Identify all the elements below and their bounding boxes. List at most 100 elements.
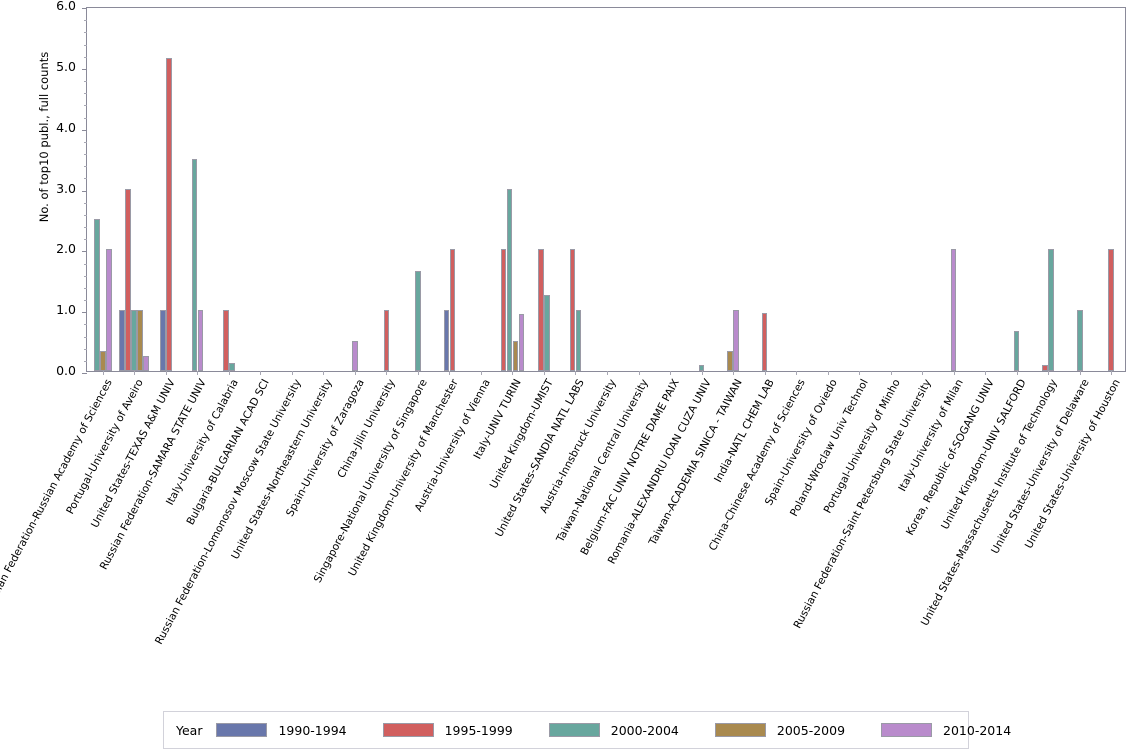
bar bbox=[1108, 249, 1115, 371]
x-axis-tick-mark bbox=[638, 371, 640, 375]
y-axis-title: No. of top10 publ., full counts bbox=[37, 51, 51, 223]
bar bbox=[191, 159, 198, 371]
y-axis-minor-tick bbox=[84, 44, 87, 46]
bar bbox=[538, 249, 544, 371]
x-axis-tick-mark bbox=[827, 371, 829, 375]
bar bbox=[569, 249, 576, 371]
x-axis-tick-mark bbox=[228, 371, 230, 375]
y-axis-tick-mark bbox=[82, 68, 87, 70]
y-axis-minor-tick bbox=[84, 117, 87, 119]
y-axis-minor-tick bbox=[84, 263, 87, 265]
y-axis-tick-label: 2.0 bbox=[56, 241, 76, 257]
x-axis-tick-mark bbox=[449, 371, 451, 375]
bar bbox=[512, 340, 519, 371]
y-axis-minor-tick bbox=[84, 93, 87, 95]
bar bbox=[500, 249, 507, 371]
legend-label: 2010-2014 bbox=[943, 722, 1012, 738]
x-axis-tick-mark bbox=[102, 371, 104, 375]
legend-label: 1995-1999 bbox=[444, 722, 513, 738]
bar bbox=[1013, 331, 1020, 371]
x-axis-tick-mark bbox=[134, 371, 136, 375]
x-axis-tick-mark bbox=[512, 371, 514, 375]
x-axis-tick-mark bbox=[575, 371, 577, 375]
bar bbox=[506, 188, 513, 371]
y-axis-tick-mark bbox=[82, 190, 87, 192]
y-axis-tick-label: 3.0 bbox=[56, 180, 76, 196]
y-axis-minor-tick bbox=[84, 166, 87, 168]
x-axis-tick-label: India-NATL CHEM LAB bbox=[711, 376, 777, 485]
bar bbox=[143, 355, 150, 371]
y-axis-minor-tick bbox=[84, 336, 87, 338]
y-axis-minor-tick bbox=[84, 275, 87, 277]
x-axis-tick-mark bbox=[417, 371, 419, 375]
y-axis-minor-tick bbox=[84, 214, 87, 216]
legend-color-swatch bbox=[548, 723, 600, 737]
y-axis-minor-tick bbox=[84, 154, 87, 155]
legend-entry[interactable]: 1990-1994 bbox=[216, 723, 374, 738]
x-axis-tick-mark bbox=[543, 371, 545, 375]
legend-label: 2005-2009 bbox=[776, 722, 846, 738]
y-axis-minor-tick bbox=[84, 141, 87, 143]
y-axis-tick-label: 1.0 bbox=[56, 302, 76, 318]
bar bbox=[415, 270, 421, 371]
x-axis-tick-mark bbox=[764, 371, 766, 375]
legend-color-swatch bbox=[216, 723, 268, 737]
x-axis-tick-mark bbox=[323, 371, 325, 375]
bar bbox=[131, 310, 138, 371]
y-axis-tick-mark bbox=[82, 312, 87, 314]
bar bbox=[223, 310, 229, 371]
x-axis-tick-mark bbox=[1016, 371, 1018, 375]
x-axis-tick-mark bbox=[386, 371, 388, 375]
y-axis-minor-tick bbox=[84, 32, 87, 34]
y-axis-tick-mark bbox=[82, 251, 87, 253]
bar bbox=[727, 350, 733, 371]
y-axis-minor-tick bbox=[84, 360, 87, 362]
y-axis-minor-tick bbox=[84, 324, 87, 326]
y-axis-minor-tick bbox=[84, 239, 87, 241]
bar bbox=[119, 310, 126, 371]
x-axis-tick-mark bbox=[796, 371, 798, 375]
y-axis-minor-tick bbox=[84, 105, 87, 107]
y-axis-minor-tick bbox=[84, 300, 87, 301]
bar bbox=[518, 314, 525, 371]
legend-entry[interactable]: 1995-1999 bbox=[382, 722, 541, 738]
x-axis-tick-mark bbox=[733, 371, 735, 375]
bar bbox=[1042, 364, 1048, 371]
y-axis-tick-mark bbox=[82, 8, 87, 9]
bar bbox=[575, 310, 582, 371]
bar-series-container bbox=[87, 8, 1125, 371]
legend-entry[interactable]: 2010-2014 bbox=[881, 723, 1039, 738]
legend-label: 2000-2004 bbox=[610, 722, 679, 738]
legend-color-swatch bbox=[714, 723, 766, 737]
y-axis-tick-label: 5.0 bbox=[56, 58, 76, 74]
y-axis-minor-tick bbox=[84, 81, 87, 82]
bar bbox=[733, 310, 739, 371]
y-axis-tick-mark bbox=[82, 373, 87, 374]
bar bbox=[99, 350, 106, 371]
y-axis-minor-tick bbox=[84, 178, 87, 180]
legend-entry[interactable]: 2000-2004 bbox=[548, 722, 707, 738]
x-axis-tick-mark bbox=[480, 371, 482, 375]
x-axis-tick-mark bbox=[165, 371, 167, 375]
bar bbox=[105, 249, 112, 371]
x-axis-tick-label-text: Russian Federation-Russian Academy of Sc… bbox=[0, 377, 115, 614]
bar bbox=[544, 294, 550, 371]
x-axis-tick-mark bbox=[953, 371, 955, 375]
x-axis-tick-label-text: China-Jilin University bbox=[335, 377, 399, 481]
x-axis-tick-label: Russian Federation-Russian Academy of Sc… bbox=[0, 376, 115, 613]
x-axis-tick-mark bbox=[1079, 371, 1081, 375]
x-axis-tick-mark bbox=[670, 371, 672, 375]
bar bbox=[229, 363, 235, 371]
legend-entry[interactable]: 2005-2009 bbox=[714, 722, 873, 738]
bar bbox=[352, 340, 358, 371]
legend: Year 1990-1994 1995-1999 2000-2004 2005-200… bbox=[163, 711, 1011, 749]
y-axis-tick-label: 4.0 bbox=[56, 119, 76, 135]
y-axis-minor-tick bbox=[84, 348, 87, 350]
x-axis-tick-label: China-Jilin University bbox=[335, 376, 399, 481]
y-axis-minor-tick bbox=[84, 56, 87, 58]
y-axis-minor-tick bbox=[84, 227, 87, 228]
x-axis-tick-mark bbox=[701, 371, 703, 375]
bar bbox=[698, 364, 705, 371]
x-axis-tick-label-text: India-NATL CHEM LAB bbox=[711, 377, 777, 485]
